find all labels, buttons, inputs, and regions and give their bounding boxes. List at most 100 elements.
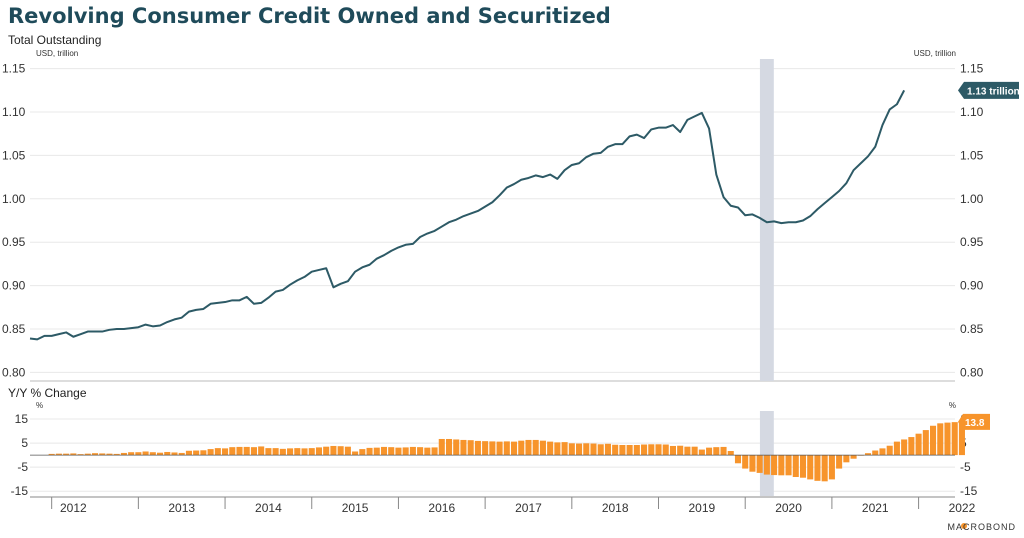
yoy-bar: [828, 455, 835, 480]
yoy-bar: [431, 447, 438, 456]
yoy-bar: [164, 451, 171, 456]
yoy-bar: [157, 452, 164, 456]
yoy-bar: [756, 455, 763, 473]
yoy-bar: [424, 447, 431, 456]
yoy-bar: [814, 455, 821, 481]
yoy-bar: [843, 455, 850, 463]
y-tick-label-left: 0.85: [2, 322, 26, 336]
yoy-bar: [619, 445, 626, 456]
yoy-bar: [915, 433, 922, 456]
line-badge-shape: [958, 81, 1019, 99]
yoy-bar: [850, 455, 857, 459]
yoy-bar: [467, 440, 474, 456]
yoy-bar: [229, 447, 236, 456]
yoy-bar: [785, 455, 792, 476]
yoy-bar: [279, 448, 286, 456]
y-tick-label-left: 0.95: [2, 235, 26, 249]
yoy-bar: [872, 450, 879, 456]
yoy-bars: [48, 421, 965, 482]
yoy-bar: [482, 441, 489, 456]
line-panel-unit-right: USD, trillion: [914, 49, 956, 58]
yoy-bar: [633, 445, 640, 456]
yoy-bar: [185, 450, 192, 456]
yoy-bar: [576, 443, 583, 456]
yoy-bar: [330, 445, 337, 456]
y-tick-label-left: 15: [15, 412, 29, 426]
bar-panel: Y/Y % Change % % 15 5 -5 -15 15 5 -5 -15 13.8: [8, 386, 990, 498]
yoy-bar: [799, 455, 807, 478]
yoy-bar: [55, 453, 62, 456]
line-end-badge: 1.13 trillion: [958, 81, 1020, 99]
x-tick-label: 2021: [862, 501, 889, 515]
yoy-bar: [337, 446, 344, 456]
bar-panel-subtitle: Y/Y % Change: [8, 386, 87, 400]
yoy-bar: [366, 447, 373, 456]
yoy-bar: [626, 445, 633, 456]
yoy-bar: [380, 446, 388, 456]
x-axis: 2012 2013 2014 2015 2016 2017 2018 2019 2020 2021…: [30, 496, 976, 515]
y-tick-label-right: 0.90: [960, 279, 984, 293]
yoy-bar: [250, 447, 257, 456]
yoy-bar: [453, 439, 460, 456]
yoy-bar: [395, 447, 402, 456]
yoy-bar: [742, 455, 749, 469]
x-tick-label: 2014: [255, 501, 282, 515]
yoy-bar: [908, 437, 915, 456]
yoy-bar: [706, 447, 713, 456]
yoy-bar: [99, 453, 106, 456]
yoy-bar: [417, 447, 424, 456]
y-tick-label-right: -5: [960, 460, 971, 474]
yoy-bar: [344, 446, 351, 456]
yoy-bar: [951, 422, 958, 456]
bar-end-badge: 13.8: [958, 413, 990, 430]
yoy-bar: [489, 441, 496, 456]
y-tick-label-right: 0.85: [960, 322, 984, 336]
y-tick-label-right: 0.95: [960, 235, 984, 249]
yoy-bar: [734, 455, 742, 464]
yoy-bar: [373, 447, 380, 456]
yoy-bar: [944, 422, 951, 456]
line-panel: Total Outstanding USD, trillion USD, tri…: [2, 33, 1020, 382]
yoy-bar: [48, 453, 55, 456]
yoy-bar: [388, 447, 395, 456]
yoy-bar: [409, 446, 416, 456]
recession-shade-line-panel: [759, 59, 774, 381]
yoy-bar: [727, 451, 734, 456]
yoy-bar: [135, 452, 142, 456]
yoy-bar: [445, 438, 453, 456]
yoy-bar: [496, 441, 503, 456]
yoy-bar: [323, 446, 330, 456]
brand-name: MACROBOND: [947, 522, 1016, 532]
yoy-bar: [539, 440, 546, 456]
y-tick-label-left: 0.80: [2, 365, 26, 379]
chart-title: Revolving Consumer Credit Owned and Secu…: [8, 4, 611, 28]
yoy-bar: [807, 455, 814, 480]
line-panel-subtitle: Total Outstanding: [8, 33, 101, 47]
yoy-bar: [612, 444, 619, 456]
y-tick-label-left: 5: [21, 436, 28, 450]
y-tick-label-right: 1.05: [960, 148, 984, 162]
logo-dot-icon: [961, 523, 967, 529]
line-end-label: 1.13 trillion: [967, 86, 1020, 97]
yoy-bar: [402, 447, 409, 456]
macrobond-logo: MACROBOND: [947, 522, 1016, 532]
yoy-bar: [171, 452, 178, 456]
yoy-bar: [200, 450, 207, 456]
yoy-bar: [106, 453, 113, 456]
yoy-bar: [930, 425, 937, 456]
yoy-bar: [720, 446, 727, 456]
yoy-bar: [568, 443, 575, 456]
yoy-bar: [532, 439, 539, 456]
yoy-bar: [222, 448, 229, 456]
bar-yaxis-left: 15 5 -5 -15: [11, 412, 29, 498]
yoy-bar: [662, 444, 669, 456]
yoy-bar: [698, 449, 705, 456]
x-tick-label: 2013: [168, 501, 195, 515]
bar-panel-unit-right: %: [949, 401, 956, 410]
yoy-bar: [120, 452, 127, 456]
yoy-bar: [178, 452, 185, 456]
x-tick-label: 2020: [775, 501, 802, 515]
yoy-bar: [315, 447, 323, 456]
y-tick-label-left: 1.15: [2, 62, 26, 76]
